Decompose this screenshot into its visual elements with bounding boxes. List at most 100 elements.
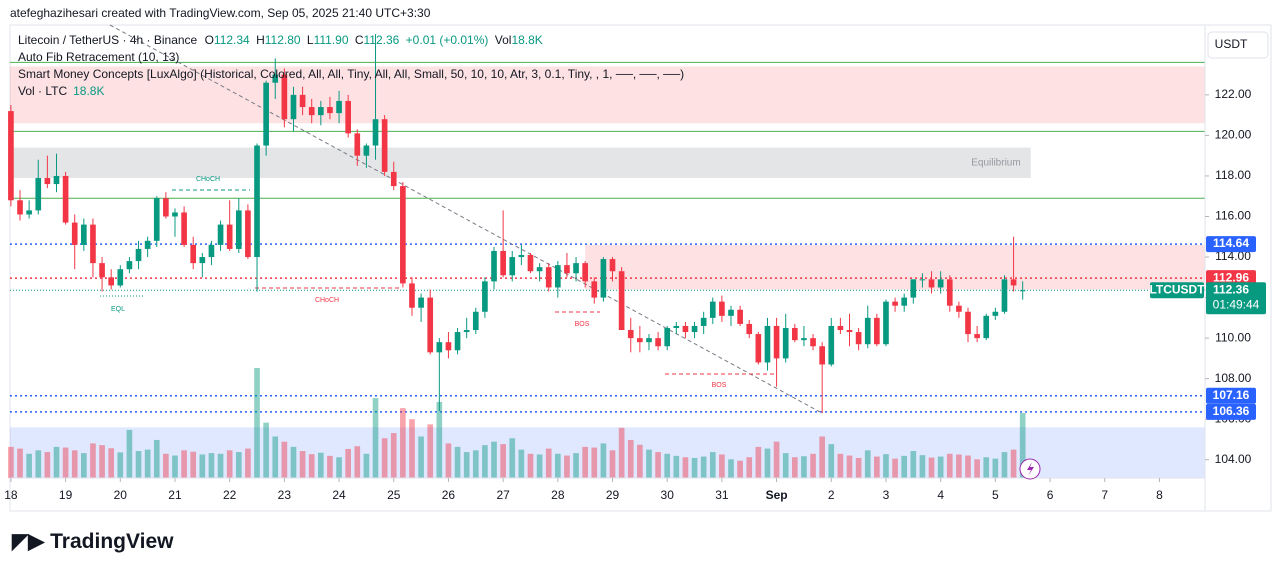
symbol-tag-label: LTCUSDT (1149, 282, 1205, 296)
volume-bar (272, 436, 279, 478)
volume-bar (655, 452, 661, 478)
x-tick-label: 22 (223, 488, 237, 502)
candle-body (108, 277, 115, 286)
candle-body (363, 145, 370, 156)
candle-body (874, 317, 880, 345)
structure-lines (100, 189, 775, 375)
volume-bar (1019, 412, 1026, 478)
logo: ◤▶ TradingView (11, 530, 174, 553)
candle-body (956, 305, 962, 312)
x-tick-label: 26 (442, 488, 456, 502)
volume-bar (892, 458, 898, 478)
event-bolt (1027, 462, 1034, 476)
volume-bar (928, 457, 935, 478)
candle-body (17, 200, 23, 215)
volume-bar (691, 457, 698, 478)
candle-body (427, 297, 434, 353)
volume-bar (26, 453, 32, 478)
currency[interactable]: USDT (1215, 37, 1248, 51)
last-price-tag (1206, 282, 1266, 315)
volume-bar (509, 438, 516, 478)
candle-body (327, 107, 333, 114)
x-tick-label: 27 (496, 488, 510, 502)
volume-bar (764, 448, 771, 478)
y-tick-label: 120.00 (1215, 128, 1252, 142)
candle-body (26, 210, 32, 215)
volume-bar (254, 368, 260, 478)
candle-body (81, 224, 87, 245)
price-tag (1206, 387, 1256, 404)
candle-body (773, 325, 780, 359)
candle-body (837, 325, 844, 331)
volume-bar (17, 448, 23, 478)
candle-body (281, 74, 288, 120)
candle-body (263, 82, 269, 146)
volume-bar (545, 448, 552, 478)
volume-bar (354, 446, 361, 478)
candle-body (564, 265, 570, 274)
candle-body (992, 311, 999, 316)
logo-text: TradingView (50, 530, 174, 553)
candle-body (463, 330, 470, 333)
volume-bar (554, 453, 561, 478)
candle-body (53, 175, 60, 185)
volume-bar (409, 419, 415, 478)
volume-legend: Vol · LTC 18.8K (18, 84, 104, 98)
candle-body (181, 212, 187, 245)
candle-body (445, 342, 452, 351)
volume-bar (874, 456, 880, 478)
countdown: 01:49:44 (1213, 297, 1260, 311)
last-price-label: 112.36 (1213, 282, 1249, 296)
y-tick-label: 116.00 (1215, 209, 1251, 223)
volume-bar (719, 454, 725, 478)
currency-button[interactable] (1207, 31, 1269, 59)
volume-bar (491, 441, 497, 478)
volume-bar (418, 436, 424, 478)
candle-body (700, 317, 707, 326)
change: +0.01 (+0.01%) (406, 33, 489, 47)
candle-body (518, 255, 525, 258)
candle-body (691, 325, 698, 333)
volume-bar (345, 448, 351, 478)
x-tick-label: 21 (168, 488, 182, 502)
volume-bar (564, 455, 570, 478)
price-tag-label: 107.16 (1213, 388, 1250, 402)
price-tag-label: 114.64 (1213, 236, 1249, 250)
volume-bar (390, 433, 397, 478)
volume-bar (728, 459, 734, 478)
candle-body (90, 224, 96, 264)
x-tick-label: 23 (278, 488, 292, 502)
volume-bar (299, 451, 306, 478)
candle-body (782, 327, 789, 359)
volume-bar (1010, 449, 1017, 478)
candle-body (235, 210, 242, 249)
ohlc-value: 112.36 (364, 33, 400, 47)
volume-bar (755, 446, 762, 478)
y-tick-label: 122.00 (1215, 87, 1252, 101)
price-tag-label: 112.96 (1213, 270, 1249, 284)
volume-bar (591, 447, 598, 478)
structure-label: CHoCH (315, 297, 339, 304)
candle-body (299, 94, 306, 108)
candle-body (308, 107, 315, 116)
candle-body (527, 255, 534, 272)
candle-body (965, 311, 971, 335)
volume-name: Vol · LTC (18, 84, 67, 98)
x-tick-label: 5 (992, 488, 999, 502)
candle-body (245, 210, 251, 258)
ohlc-value: 112.34 (214, 33, 250, 47)
volume-bar (327, 455, 333, 478)
legend-main: Litecoin / TetherUS · 4h · Binance O112.… (18, 33, 543, 47)
x-tick-label: 7 (1101, 488, 1108, 502)
x-tick-label: 31 (715, 488, 729, 502)
candle-body (983, 315, 990, 339)
volume-bar (910, 451, 917, 478)
volume-bar (117, 452, 124, 478)
volume-bar (573, 453, 579, 478)
volume-bar (974, 459, 980, 478)
candle-body (8, 111, 14, 201)
candle-body (536, 267, 543, 272)
candle-body (746, 323, 753, 335)
structure-label: CHoCH (196, 176, 220, 183)
